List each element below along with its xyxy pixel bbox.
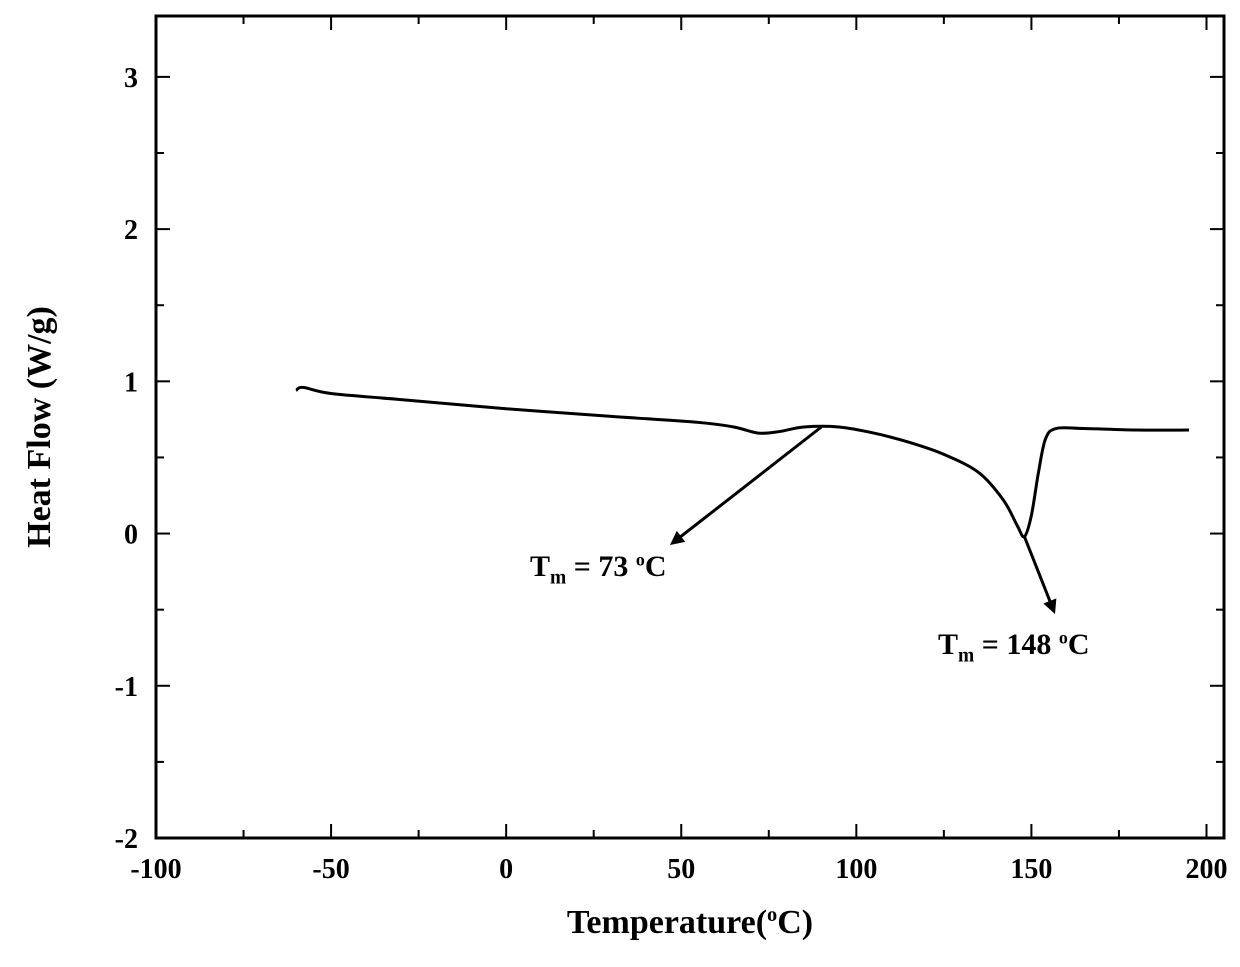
x-tick-label: 100 [835,854,877,885]
y-tick-label: 0 [124,520,138,551]
y-tick-label: -1 [115,672,138,703]
y-tick-label: 2 [124,215,138,246]
y-axis-label: Heat Flow (W/g) [21,306,58,548]
x-tick-label: -100 [130,854,181,885]
heat-flow-curve [296,387,1189,537]
chart-svg: -100 -50 0 50 100 150 200 -2 -1 0 1 2 3 Temperature(o… [0,0,1240,967]
x-axis-label: Temperature(oC) [567,904,813,941]
x-tick-label: -50 [312,854,349,885]
annotation-label-tm1: Tm = 73 oC [530,550,667,589]
y-tick-label: 1 [124,367,138,398]
y-tick-label: 3 [124,63,138,94]
y-tick-label: -2 [115,824,138,855]
x-tick-label: 200 [1185,854,1227,885]
x-tick-label: 50 [667,854,695,885]
x-tick-label: 150 [1010,854,1052,885]
dsc-chart: -100 -50 0 50 100 150 200 -2 -1 0 1 2 3 Temperature(o… [0,0,1240,967]
annotation-label-tm2: Tm = 148 oC [938,628,1090,667]
x-tick-label: 0 [499,854,513,885]
annotation-arrow [679,427,821,538]
annotation-arrow [1024,537,1050,604]
